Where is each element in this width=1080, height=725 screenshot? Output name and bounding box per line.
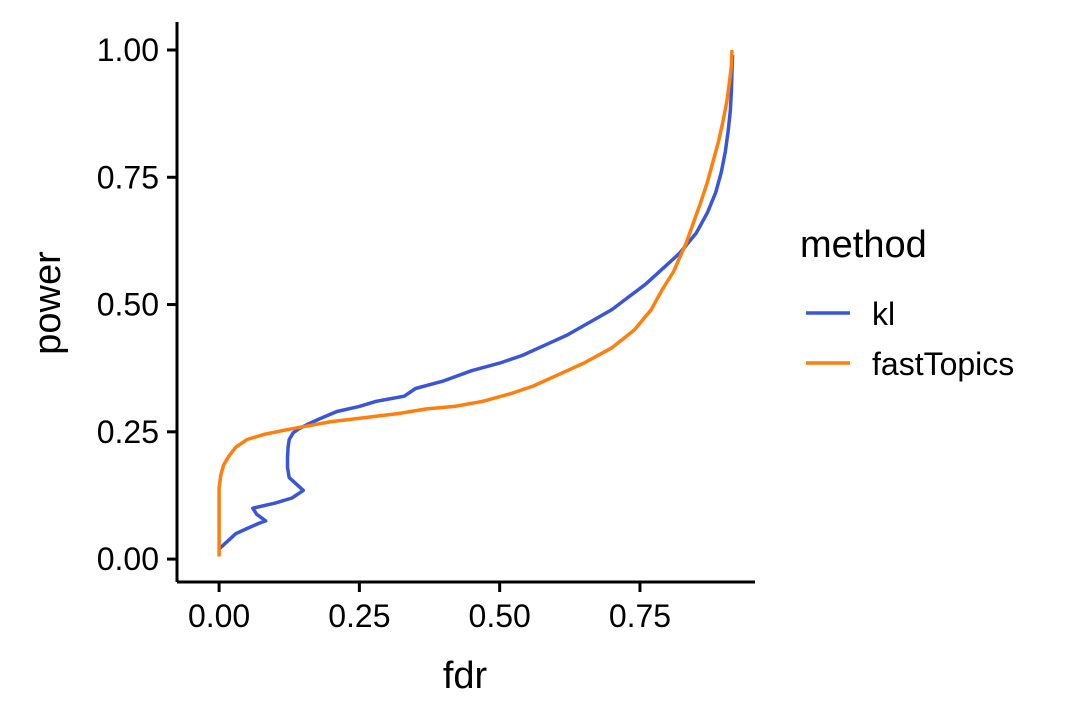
legend-label-fastTopics: fastTopics (872, 346, 1014, 382)
x-tick-label: 0.00 (188, 598, 250, 634)
x-tick-label: 0.75 (609, 598, 671, 634)
series-layer (217, 49, 735, 557)
x-tick-label: 0.25 (328, 598, 390, 634)
y-tick-label: 0.75 (97, 159, 159, 195)
legend: method kl fastTopics (800, 224, 1014, 382)
y-axis-title: power (27, 251, 69, 355)
y-tick-label: 1.00 (97, 32, 159, 68)
y-tick-label: 0.25 (97, 414, 159, 450)
x-tick-label: 0.50 (469, 598, 531, 634)
x-axis-title: fdr (443, 655, 488, 697)
legend-title: method (800, 224, 927, 266)
y-tick-label: 0.50 (97, 287, 159, 323)
series-line-fastTopics (217, 49, 734, 557)
legend-label-kl: kl (872, 296, 895, 332)
y-tick-label: 0.00 (97, 541, 159, 577)
axes-layer: 0.00 0.25 0.50 0.75 0.00 0.25 0.50 0.75 1.00 (97, 22, 755, 634)
series-line-kl (217, 55, 735, 551)
